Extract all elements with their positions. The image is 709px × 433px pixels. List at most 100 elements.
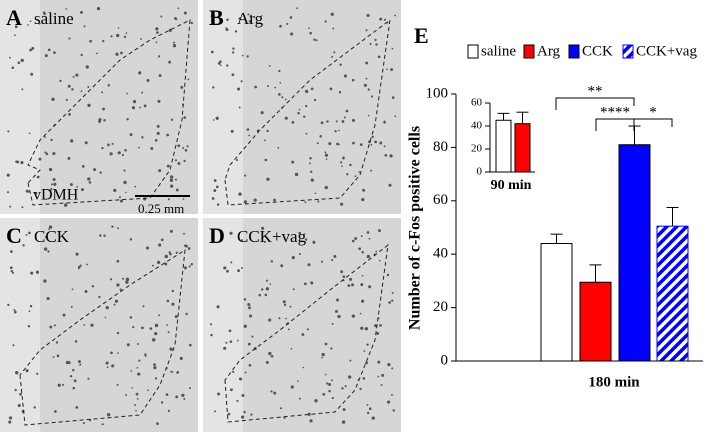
cell-dot: [263, 240, 266, 243]
cell-dot: [338, 91, 342, 94]
cell-dot: [105, 306, 109, 310]
cell-dot: [248, 306, 251, 310]
cell-dot: [6, 173, 10, 177]
cell-dot: [157, 99, 161, 103]
cell-dot: [279, 81, 282, 84]
cell-dot: [394, 14, 396, 17]
cell-dot: [72, 368, 75, 372]
cell-dot: [347, 284, 351, 288]
cell-dot: [374, 38, 377, 42]
cell-dot: [132, 325, 135, 329]
cell-dot: [174, 159, 177, 162]
cell-dot: [53, 324, 56, 327]
cell-dot: [264, 293, 268, 297]
cell-dot: [99, 234, 102, 237]
cell-dot: [117, 27, 120, 29]
cell-dot: [282, 300, 286, 304]
cell-dot: [349, 277, 353, 281]
cell-dot: [99, 171, 102, 174]
cell-dot: [285, 317, 287, 320]
panel-label: Arg: [237, 9, 264, 28]
cell-dot: [146, 79, 150, 82]
cell-dot: [61, 383, 65, 386]
cell-dot: [160, 15, 163, 18]
cell-dot: [54, 410, 57, 413]
cell-dot: [51, 97, 55, 101]
cell-dot: [190, 21, 194, 25]
cell-dot: [49, 325, 53, 329]
cell-dot: [298, 231, 302, 235]
cell-dot: [44, 235, 48, 239]
micrograph-shade: [203, 218, 243, 432]
cell-dot: [171, 371, 174, 373]
cell-dot: [377, 375, 380, 378]
cell-dot: [76, 185, 79, 188]
cell-dot: [270, 390, 273, 393]
cell-dot: [43, 247, 48, 251]
cell-dot: [27, 325, 31, 328]
significance-label: *: [649, 104, 657, 120]
cell-dot: [34, 191, 38, 195]
cell-dot: [345, 109, 349, 113]
cell-dot: [141, 326, 144, 330]
cell-dot: [154, 323, 159, 328]
y-tick-label: 20: [433, 299, 448, 315]
cell-dot: [250, 413, 253, 416]
cell-dot: [138, 359, 141, 362]
cell-dot: [339, 63, 342, 66]
cell-dot: [328, 389, 331, 393]
cell-dot: [329, 87, 333, 91]
cell-dot: [278, 69, 281, 73]
cell-dot: [166, 299, 170, 303]
cell-dot: [125, 191, 127, 194]
cell-dot: [226, 18, 229, 21]
cell-dot: [361, 197, 365, 202]
cell-dot: [247, 342, 251, 346]
cell-dot: [342, 408, 346, 412]
cell-dot: [392, 409, 396, 412]
legend-swatch: [467, 44, 479, 59]
cell-dot: [281, 96, 284, 99]
cell-dot: [301, 333, 305, 336]
cell-dot: [13, 34, 16, 37]
cell-dot: [308, 27, 310, 29]
cell-dot: [174, 315, 178, 319]
cell-dot: [210, 50, 214, 54]
cell-dot: [49, 188, 53, 191]
cell-dot: [145, 246, 150, 250]
legend-label: CCK+vag: [636, 43, 697, 59]
micrograph-shade: [0, 0, 40, 214]
cell-dot: [98, 295, 101, 299]
cell-dot: [360, 235, 363, 237]
cell-dot: [190, 263, 194, 266]
cell-dot: [126, 92, 128, 95]
cell-dot: [366, 254, 371, 259]
cell-dot: [239, 377, 243, 381]
cell-dot: [55, 341, 59, 344]
cell-dot: [229, 231, 233, 235]
cell-dot: [8, 416, 13, 420]
cell-dot: [366, 231, 370, 234]
cell-dot: [365, 361, 369, 365]
cell-dot: [21, 206, 24, 209]
cell-dot: [173, 41, 176, 44]
cell-dot: [331, 379, 333, 382]
cell-dot: [249, 314, 253, 318]
cell-dot: [111, 364, 115, 368]
cell-dot: [280, 264, 284, 268]
cell-dot: [360, 326, 364, 330]
cell-dot: [210, 323, 213, 326]
cell-dot: [309, 419, 313, 423]
cell-dot: [84, 289, 88, 293]
cell-dot: [319, 135, 323, 138]
cell-dot: [391, 393, 393, 396]
cell-dot: [331, 396, 334, 400]
cell-dot: [154, 331, 158, 336]
cell-dot: [324, 373, 327, 376]
cell-dot: [248, 363, 252, 367]
cell-dot: [47, 250, 50, 253]
cell-dot: [129, 316, 133, 319]
cell-dot: [333, 51, 336, 54]
cell-dot: [297, 380, 299, 382]
